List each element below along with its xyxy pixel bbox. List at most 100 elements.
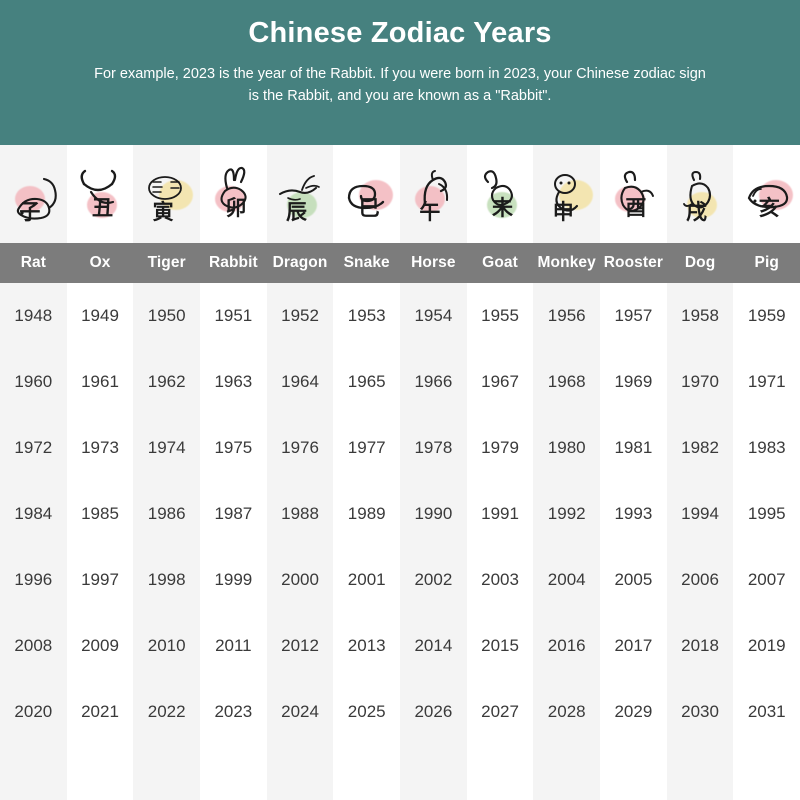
zodiac-icon-cell: 辰 xyxy=(267,145,334,243)
year-cell: 1977 xyxy=(347,438,386,457)
zodiac-rabbit-icon: 卯 xyxy=(205,158,261,230)
year-cell: 2023 xyxy=(214,702,253,721)
zodiac-name-monkey: Monkey xyxy=(537,254,596,271)
year-cell: 2025 xyxy=(347,702,386,721)
year-cell: 1955 xyxy=(481,306,519,325)
year-cell: 1980 xyxy=(547,438,586,457)
brush-animal-art xyxy=(5,158,61,235)
zodiac-pig-icon: 亥 xyxy=(739,158,795,230)
year-cell: 2031 xyxy=(747,702,786,721)
year-cell: 1958 xyxy=(681,306,719,325)
year-cell: 2015 xyxy=(481,636,519,655)
year-cell: 1961 xyxy=(81,372,119,391)
brush-animal-art xyxy=(672,158,728,235)
zodiac-horse-icon: 午 xyxy=(405,158,461,230)
zodiac-icon-cell: 戌 xyxy=(667,145,734,243)
zodiac-chinese-character: 午 xyxy=(419,200,441,224)
brush-animal-art xyxy=(339,158,395,235)
zodiac-year-grid: 1948 1949 1950 1951 1952 1953 1954 1955 1956 1957… xyxy=(0,283,800,800)
year-row: 1948 1949 1950 1951 1952 1953 1954 1955 1956 1957… xyxy=(0,283,800,349)
year-cell: 1966 xyxy=(414,372,453,391)
zodiac-chinese-character: 寅 xyxy=(152,200,174,224)
year-cell: 1998 xyxy=(147,570,186,589)
year-cell: 1973 xyxy=(81,438,119,457)
zodiac-dog-icon: 戌 xyxy=(672,158,728,230)
zodiac-chinese-character: 辰 xyxy=(286,200,308,224)
ink-blob xyxy=(558,180,593,210)
year-cell: 1991 xyxy=(481,504,519,523)
year-cell: 2030 xyxy=(681,702,719,721)
brush-animal-art xyxy=(272,158,328,235)
brush-animal-art xyxy=(739,158,795,235)
year-cell: 2014 xyxy=(414,636,453,655)
zodiac-icon-cell: 卯 xyxy=(200,145,267,243)
year-cell: 1954 xyxy=(414,306,453,325)
zodiac-icon-cell: 酉 xyxy=(600,145,667,243)
zodiac-rat-icon: 子 xyxy=(5,158,61,230)
zodiac-icon-cell: 丑 xyxy=(67,145,134,243)
zodiac-icon-cell: 未 xyxy=(467,145,534,243)
zodiac-icon-cell: 午 xyxy=(400,145,467,243)
ink-blob xyxy=(87,192,117,218)
year-cell: 2007 xyxy=(747,570,786,589)
year-cell: 1964 xyxy=(281,372,319,391)
zodiac-name-rabbit: Rabbit xyxy=(208,254,258,271)
year-row: 1972 1973 1974 1975 1976 1977 1978 1979 1980 1981… xyxy=(0,415,800,481)
year-cell: 1985 xyxy=(81,504,119,523)
zodiac-chinese-character: 申 xyxy=(552,200,574,224)
year-cell: 2006 xyxy=(681,570,719,589)
year-cell: 1995 xyxy=(747,504,786,523)
zodiac-chinese-character: 戌 xyxy=(686,200,708,224)
zodiac-chinese-character: 亥 xyxy=(758,196,780,220)
year-row: 1984 1985 1986 1987 1988 1989 1990 1991 1992 1993… xyxy=(0,481,800,547)
year-cell: 1987 xyxy=(214,504,253,523)
zodiac-icon-cell: 申 xyxy=(533,145,600,243)
year-cell: 2012 xyxy=(281,636,319,655)
year-cell: 1981 xyxy=(614,438,653,457)
year-cell: 1988 xyxy=(281,504,319,523)
ink-blob xyxy=(415,186,446,212)
zodiac-name-snake: Snake xyxy=(343,254,390,271)
year-cell: 1963 xyxy=(214,372,253,391)
year-cell: 1953 xyxy=(347,306,386,325)
year-cell: 2019 xyxy=(747,636,786,655)
year-cell: 1976 xyxy=(281,438,319,457)
year-cell: 2017 xyxy=(614,636,653,655)
year-row: 1960 1961 1962 1963 1964 1965 1966 1967 1968 1969… xyxy=(0,349,800,415)
year-cell: 1979 xyxy=(481,438,519,457)
zodiac-icon-cell: 寅 xyxy=(133,145,200,243)
brush-animal-art xyxy=(72,158,128,235)
brush-animal-art xyxy=(539,158,595,235)
brush-animal-art xyxy=(139,158,195,235)
zodiac-icon-cell: 巳 xyxy=(333,145,400,243)
zodiac-name-rat: Rat xyxy=(20,254,46,271)
year-cell: 1969 xyxy=(614,372,653,391)
year-cell: 2002 xyxy=(414,570,453,589)
year-cell: 2026 xyxy=(414,702,453,721)
year-cell: 1952 xyxy=(281,306,319,325)
year-cell: 1994 xyxy=(681,504,719,523)
page-subtitle: For example, 2023 is the year of the Rab… xyxy=(94,65,706,105)
zodiac-name-rooster: Rooster xyxy=(603,254,664,271)
zodiac-icon-cell: 亥 xyxy=(733,145,800,243)
year-cell: 1948 xyxy=(14,306,53,325)
zodiac-name-horse: Horse xyxy=(411,254,456,271)
year-cell: 2009 xyxy=(81,636,119,655)
year-cell: 2028 xyxy=(547,702,586,721)
zodiac-tiger-icon: 寅 xyxy=(139,158,195,230)
year-cell: 2010 xyxy=(147,636,186,655)
year-cell: 1974 xyxy=(147,438,186,457)
year-cell: 1960 xyxy=(14,372,53,391)
zodiac-dragon-icon: 辰 xyxy=(272,158,328,230)
brush-animal-art xyxy=(405,158,461,235)
ink-blob xyxy=(287,192,318,218)
year-cell: 1959 xyxy=(747,306,786,325)
year-row: 2008 2009 2010 2011 2012 2013 2014 2015 2016 2017… xyxy=(0,613,800,679)
zodiac-name-pig: Pig xyxy=(754,254,779,271)
zodiac-name-ox: Ox xyxy=(89,254,111,271)
year-cell: 2016 xyxy=(547,636,586,655)
year-cell: 1965 xyxy=(347,372,386,391)
zodiac-name-dragon: Dragon xyxy=(272,254,328,271)
year-cell: 1996 xyxy=(14,570,53,589)
year-cell: 1950 xyxy=(147,306,186,325)
